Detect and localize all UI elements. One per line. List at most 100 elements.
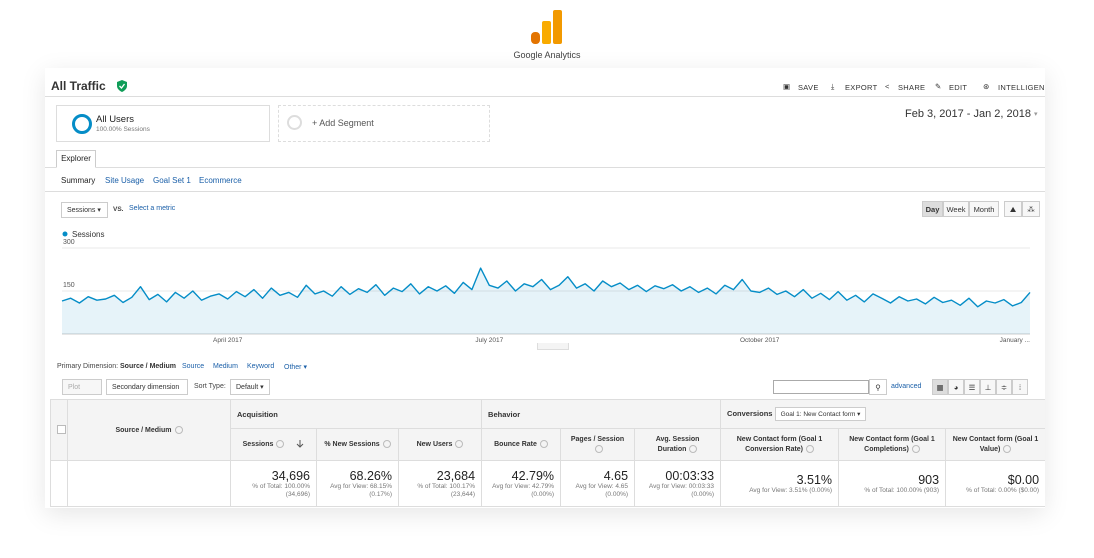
- report-title: All Traffic: [51, 79, 106, 93]
- column-header[interactable]: % New Sessions: [316, 428, 399, 461]
- save-icon[interactable]: ▣: [783, 82, 791, 91]
- dimension-other[interactable]: Other: [284, 364, 302, 371]
- view-performance[interactable]: ☰: [964, 379, 980, 395]
- chart-type-line[interactable]: ⛰: [1004, 201, 1022, 217]
- group-header: Conversions Goal 1: New Contact form ▾: [720, 399, 1045, 429]
- subtab[interactable]: Summary: [61, 176, 96, 185]
- secondary-dimension-text: Secondary dimension: [112, 384, 180, 391]
- view-comparison[interactable]: ⊥: [980, 379, 996, 395]
- secondary-dimension[interactable]: Secondary dimension ▾: [106, 379, 188, 407]
- vs-label: VS.: [113, 206, 124, 213]
- total-cell: 903% of Total: 100.00% (903): [838, 460, 947, 507]
- intelligence-icon[interactable]: ⊛: [983, 82, 990, 91]
- x-tick-label: July 2017: [475, 337, 503, 344]
- metric-name: Sessions: [67, 207, 96, 214]
- divider: [45, 167, 1045, 168]
- sort-type[interactable]: Default ▾: [230, 379, 270, 395]
- chart-type-motion[interactable]: ⁂: [1022, 201, 1040, 217]
- chart-collapse[interactable]: [537, 343, 569, 350]
- total-value: 68.26%: [349, 468, 392, 483]
- granularity-day[interactable]: Day: [922, 201, 943, 217]
- granularity-week[interactable]: Week: [943, 201, 969, 217]
- date-range[interactable]: Feb 3, 2017 - Jan 2, 2018: [905, 108, 1031, 120]
- dimension-option[interactable]: Source: [182, 363, 205, 370]
- total-note: Avg for View: 42.79% (0.00%): [492, 482, 555, 498]
- dimension-option[interactable]: Keyword: [247, 363, 275, 370]
- total-note: % of Total: 100.00% (903): [864, 486, 940, 494]
- column-header[interactable]: New Contact form (Goal 1 Conversion Rate…: [720, 428, 840, 461]
- explorer-tab[interactable]: Explorer: [56, 150, 96, 168]
- subtab[interactable]: Ecommerce: [199, 176, 242, 185]
- dimension-option[interactable]: Other ▾: [284, 364, 307, 371]
- search-button[interactable]: ⚲: [869, 379, 887, 395]
- y-tick-label: 300: [63, 239, 75, 246]
- logo-bar: [553, 10, 562, 44]
- granularity-month[interactable]: Month: [969, 201, 999, 217]
- legend-label: Sessions: [72, 230, 104, 239]
- x-tick-label: October 2017: [740, 337, 780, 344]
- dimension-option[interactable]: Medium: [213, 363, 238, 370]
- view-pivot[interactable]: ⁞: [1012, 379, 1028, 395]
- column-row: Sessions % New Sessions New Users Bounce…: [51, 428, 1045, 461]
- total-cell: 42.79% Avg for View: 42.79% (0.00%): [481, 460, 562, 507]
- goal-select[interactable]: Goal 1: New Contact form ▾: [774, 407, 867, 421]
- column-header[interactable]: New Users: [397, 428, 483, 461]
- column-header-text: Avg. Session Duration: [655, 435, 700, 453]
- total-value: 903: [918, 472, 940, 487]
- sort-type-value: Default: [236, 384, 259, 391]
- search-box[interactable]: [773, 380, 869, 394]
- column-header[interactable]: Sessions: [230, 428, 317, 461]
- add-segment[interactable]: + Add Segment: [312, 118, 374, 128]
- empty-cell: [67, 460, 231, 507]
- total-note: % of Total: 100.17% (23,644): [417, 482, 476, 498]
- subtab[interactable]: Site Usage: [105, 176, 145, 185]
- total-cell: $0.00% of Total: 0.00% ($0.00): [945, 460, 1045, 507]
- empty-cell: [50, 460, 68, 507]
- dimension-header[interactable]: Source / Medium: [67, 399, 231, 461]
- series-line: [61, 267, 1031, 308]
- column-header[interactable]: Bounce Rate: [481, 428, 562, 461]
- total-note: Avg for View: 4.65 (0.00%): [575, 482, 629, 498]
- total-note: Avg for View: 00:03:33 (0.00%): [648, 482, 715, 498]
- metric-select[interactable]: Sessions ▾: [61, 202, 108, 218]
- segment-color: [72, 114, 92, 134]
- export-button[interactable]: EXPORT: [845, 83, 878, 92]
- series-area: [62, 268, 1030, 334]
- subtab[interactable]: Goal Set 1: [153, 176, 191, 185]
- select-metric[interactable]: Select a metric: [129, 205, 176, 212]
- total-value: $0.00: [1007, 472, 1040, 487]
- segment-all-users[interactable]: [56, 105, 270, 142]
- select-all[interactable]: [50, 399, 68, 461]
- add-segment-box[interactable]: [278, 105, 490, 142]
- total-value: 42.79%: [511, 468, 555, 483]
- segment-name: All Users: [96, 114, 135, 125]
- total-cell: 68.26% Avg for View: 68.15% (0.17%): [316, 460, 399, 507]
- edit-button[interactable]: EDIT: [949, 83, 968, 92]
- advanced-link[interactable]: advanced: [891, 383, 922, 390]
- logo-bar: [531, 32, 540, 44]
- total-cell: 34,696% of Total: 100.00% (34,696): [230, 460, 317, 507]
- plot-rows[interactable]: Plot Rows: [62, 379, 102, 407]
- date-caret[interactable]: ▾: [1034, 111, 1038, 118]
- data-table: Source / Medium Acquisition Behavior Con…: [50, 399, 1045, 507]
- share-button[interactable]: SHARE: [898, 83, 926, 92]
- report-card: All Traffic ▣ SAVE ⤓ EXPORT < SHARE ✎ ED…: [45, 68, 1045, 508]
- column-header[interactable]: Pages / Session: [560, 428, 636, 461]
- view-pie[interactable]: ◕: [948, 379, 964, 395]
- export-icon[interactable]: ⤓: [831, 82, 835, 91]
- column-header[interactable]: Avg. Session Duration: [634, 428, 722, 461]
- total-value: 34,696: [271, 468, 310, 483]
- group-header: Acquisition: [229, 399, 483, 429]
- view-term-cloud[interactable]: ≑: [996, 379, 1012, 395]
- share-icon[interactable]: <: [885, 82, 890, 91]
- logo-text: Google Analytics: [513, 50, 581, 60]
- edit-icon[interactable]: ✎: [935, 82, 942, 91]
- column-header-text: Pages / Session: [570, 435, 625, 443]
- view-table[interactable]: ▦: [932, 379, 948, 395]
- save-button[interactable]: SAVE: [798, 83, 819, 92]
- total-cell: 3.51% Avg for View: 3.51% (0.00%): [720, 460, 840, 507]
- column-header[interactable]: New Contact form (Goal 1 Value): [945, 428, 1045, 461]
- intelligence-button[interactable]: INTELLIGENCE: [998, 83, 1045, 92]
- column-header[interactable]: New Contact form (Goal 1 Completions): [838, 428, 947, 461]
